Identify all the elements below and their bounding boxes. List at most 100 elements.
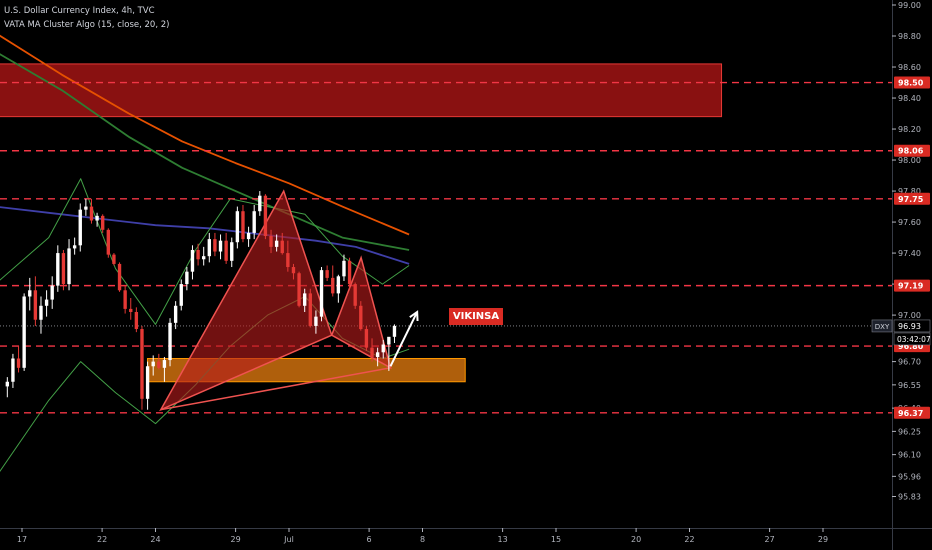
candle-body [230,242,234,261]
candle-body [303,293,307,306]
candle-body [157,361,161,368]
chart-legend: U.S. Dollar Currency Index, 4h, TVC VATA… [4,4,169,32]
candle-body [16,358,21,368]
candle-body [291,267,296,274]
price-tick-label: 98.60 [898,63,921,72]
price-tick-label: 96.10 [898,451,921,460]
level-tag-label: 97.19 [898,282,924,291]
pattern-triangle-1 [159,189,333,412]
level-tag-label: 96.37 [898,409,923,418]
candle-body [5,381,9,387]
candle-body [342,260,346,277]
candle-body [331,277,335,294]
time-tick-label: 8 [420,535,425,544]
candle-body [145,366,150,399]
candle-body [185,271,189,285]
price-tick-label: 96.70 [898,358,921,367]
candle-body [308,293,312,326]
candle-body [84,206,88,210]
candle-body [56,253,60,286]
candle-body [140,329,144,399]
last-price-label: 96.93 [898,322,921,331]
candles [5,191,397,410]
candle-body [151,361,155,367]
candle-body [381,344,385,353]
candle-body [134,311,139,330]
time-tick-label: Jul [283,535,294,544]
price-tick-label: 99.00 [898,1,921,10]
candle-body [112,254,116,264]
candle-body [387,336,391,345]
price-tick-label: 98.00 [898,156,921,165]
time-tick-label: 27 [765,535,775,544]
candle-body [364,329,369,348]
candle-body [44,299,49,306]
candle-body [359,305,363,330]
time-tick-label: 22 [684,535,694,544]
candle-body [67,248,71,285]
level-tag-label: 98.50 [898,79,924,88]
candle-body [213,239,217,252]
price-tick-label: 97.60 [898,218,921,227]
level-tag-97.75 [894,192,930,205]
candle-body [235,211,240,243]
symbol-title: U.S. Dollar Currency Index, 4h, TVC [4,6,155,16]
candle-body [375,352,380,357]
candle-body [336,276,341,294]
price-tick-label: 95.96 [898,472,921,481]
candle-body [297,273,301,306]
vikinsa-label: VIKINSA [449,308,503,325]
level-tag-label: 96.80 [898,342,924,351]
level-tag-97.19 [894,279,930,292]
price-tick-label: 97.00 [898,311,921,320]
candle-body [392,325,397,337]
pattern-base-line [160,367,391,411]
candle-body [117,263,122,291]
candle-body [95,215,99,221]
candle-body [224,240,228,261]
price-tick-label: 97.40 [898,249,921,258]
candle-body [353,284,357,306]
candle-body [196,249,200,260]
candle-body [319,270,324,317]
candle-body [78,209,82,246]
candle-body [347,260,352,285]
ma-line-green-1 [0,53,410,251]
candle-body [207,239,211,257]
candle-body [168,322,172,361]
candle-body [28,290,32,297]
candle-body [106,229,110,255]
candle-body [246,232,251,240]
candle-body [280,240,284,254]
ma-line-orange-0 [0,34,410,236]
candle-body [286,253,290,268]
price-tick-label: 96.25 [898,427,921,436]
level-tag-96.37 [894,406,930,419]
time-tick-label: 15 [551,535,561,544]
candle-body [173,305,178,323]
projection-arrow-head [409,310,419,322]
candle-body [190,249,195,272]
candle-body [129,308,133,312]
candle-body [101,215,105,230]
projection-arrow-shaft [389,311,419,367]
candle-body [162,360,167,368]
countdown-label: 03:42:07 [897,335,931,344]
price-tick-label: 97.80 [898,187,921,196]
candle-body [202,256,206,260]
time-tick-label: 29 [231,535,241,544]
plot-area [0,34,892,472]
candle-body [39,305,43,320]
level-tag-98.06 [894,144,930,157]
time-tick-label: 17 [17,535,27,544]
time-tick-label: 6 [367,535,372,544]
candle-body [325,270,329,278]
time-tick-label: 29 [818,535,828,544]
ma-line-navy-2 [0,206,410,265]
candle-body [179,284,183,306]
candle-body [22,296,26,368]
price-tick-label: 98.80 [898,32,921,41]
price-tick-label: 98.40 [898,94,921,103]
